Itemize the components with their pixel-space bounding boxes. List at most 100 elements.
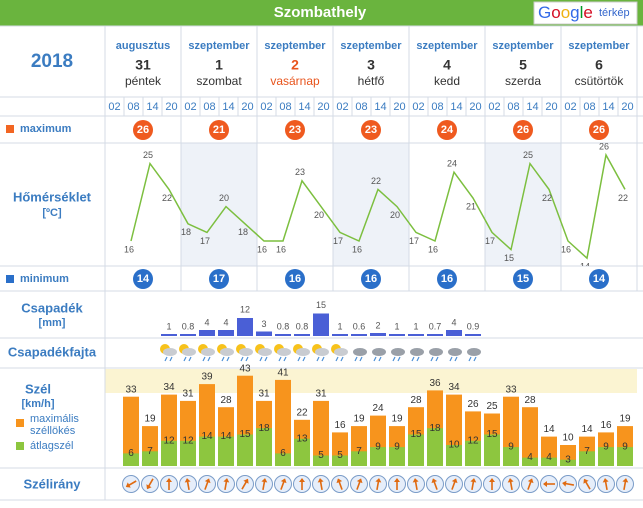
logo-text[interactable]: Google xyxy=(538,3,593,22)
max-label: 26 xyxy=(137,124,149,136)
avg-bar xyxy=(484,434,500,466)
rain-icon xyxy=(454,356,458,362)
day-number: 6 xyxy=(595,57,603,73)
temp-label: 16 xyxy=(352,244,362,254)
max-marker xyxy=(209,120,229,140)
avg-label: 9 xyxy=(375,442,381,453)
avg-bar xyxy=(598,447,614,466)
wind-arrow xyxy=(125,480,137,488)
hour: 02 xyxy=(260,101,272,113)
cloud-icon xyxy=(410,348,424,356)
arrow-head xyxy=(146,484,152,490)
avg-bar xyxy=(522,457,538,466)
precip-bar xyxy=(275,334,291,336)
temp-label: 16 xyxy=(124,244,134,254)
gust-bar xyxy=(313,400,329,466)
logo-suffix[interactable]: térkép xyxy=(599,7,630,19)
precip-bar xyxy=(199,330,215,336)
arrow-head xyxy=(622,478,629,483)
year: 2018 xyxy=(31,51,73,72)
gust-bar xyxy=(123,396,139,466)
avg-bar xyxy=(294,438,310,466)
avg-label: 3 xyxy=(565,454,571,465)
wind-arrow xyxy=(412,478,419,491)
arrow-head xyxy=(451,478,458,484)
temp-label: 24 xyxy=(447,159,457,169)
gust-label: 33 xyxy=(125,384,137,395)
wind-arrow xyxy=(543,481,555,487)
cloud-icon xyxy=(182,348,196,356)
avg-label: 4 xyxy=(527,452,533,463)
rain-icon xyxy=(245,356,249,362)
rain-icon xyxy=(359,356,363,362)
precip-bar xyxy=(237,318,253,336)
avg-bar xyxy=(313,455,329,466)
wind-arrow xyxy=(280,478,287,490)
gust-label: 26 xyxy=(467,399,479,410)
cloud-icon xyxy=(372,348,386,356)
avg-bar xyxy=(161,440,177,466)
gust-label: 31 xyxy=(182,389,194,400)
rain-icon xyxy=(430,356,434,362)
cloud-icon xyxy=(296,348,310,356)
avg-label: 6 xyxy=(280,448,286,459)
rain-icon xyxy=(435,356,439,362)
wind-arrow xyxy=(204,478,211,490)
rain-icon xyxy=(335,356,339,362)
arrow-head xyxy=(336,478,343,484)
arrow-head xyxy=(356,478,363,484)
wind-arrow xyxy=(431,478,438,490)
rain-icon xyxy=(340,356,344,362)
wind-arrow xyxy=(241,478,249,490)
hour: 08 xyxy=(127,101,139,113)
arrow-head xyxy=(394,478,400,482)
min-label: 14 xyxy=(593,273,606,285)
rain-icon xyxy=(259,356,263,362)
avg-bar xyxy=(256,428,272,466)
min-label: 16 xyxy=(441,273,453,285)
precip-bar xyxy=(427,334,443,336)
cloud-icon xyxy=(334,348,348,356)
avg-bar xyxy=(218,436,234,466)
temp-label: 18 xyxy=(181,227,191,237)
day-shade xyxy=(485,143,561,266)
wind-arrow xyxy=(299,478,305,490)
weekday: kedd xyxy=(434,74,460,88)
google-logo[interactable]: Google xyxy=(538,3,593,22)
max-label: 26 xyxy=(517,124,529,136)
label: [mm] xyxy=(39,317,66,329)
arrow-head xyxy=(204,478,211,484)
avg-bar xyxy=(275,453,291,466)
precip-bar xyxy=(370,333,386,336)
arrow-head xyxy=(507,478,514,483)
wind-arrow xyxy=(336,478,343,490)
avg-label: 7 xyxy=(147,446,153,457)
gust-label: 34 xyxy=(163,382,175,393)
temp-label: 26 xyxy=(599,141,609,151)
avg-label: 9 xyxy=(603,442,609,453)
weekday: csütörtök xyxy=(575,74,625,88)
avg-bar xyxy=(503,447,519,466)
hour: 14 xyxy=(602,101,614,113)
rain-icon xyxy=(188,356,192,362)
max-marker xyxy=(437,120,457,140)
precip-label: 1 xyxy=(394,321,399,331)
avg-label: 12 xyxy=(467,435,479,446)
arrow-head xyxy=(299,478,305,482)
weekday: szombat xyxy=(196,74,242,88)
title: Szombathely xyxy=(274,4,367,21)
avg-label: 15 xyxy=(486,429,498,440)
temp-label: 22 xyxy=(371,176,381,186)
precip-label: 4 xyxy=(223,317,228,327)
max-marker xyxy=(285,120,305,140)
day-number: 31 xyxy=(135,57,151,73)
avg-bar xyxy=(332,455,348,466)
map-link[interactable] xyxy=(533,1,638,25)
avg-label: 7 xyxy=(584,446,590,457)
min-marker xyxy=(209,269,229,289)
avg-bar xyxy=(351,451,367,466)
hour: 02 xyxy=(412,101,424,113)
label: [km/h] xyxy=(22,398,55,410)
temp-label: 20 xyxy=(390,210,400,220)
avg-label: 10 xyxy=(448,440,460,451)
